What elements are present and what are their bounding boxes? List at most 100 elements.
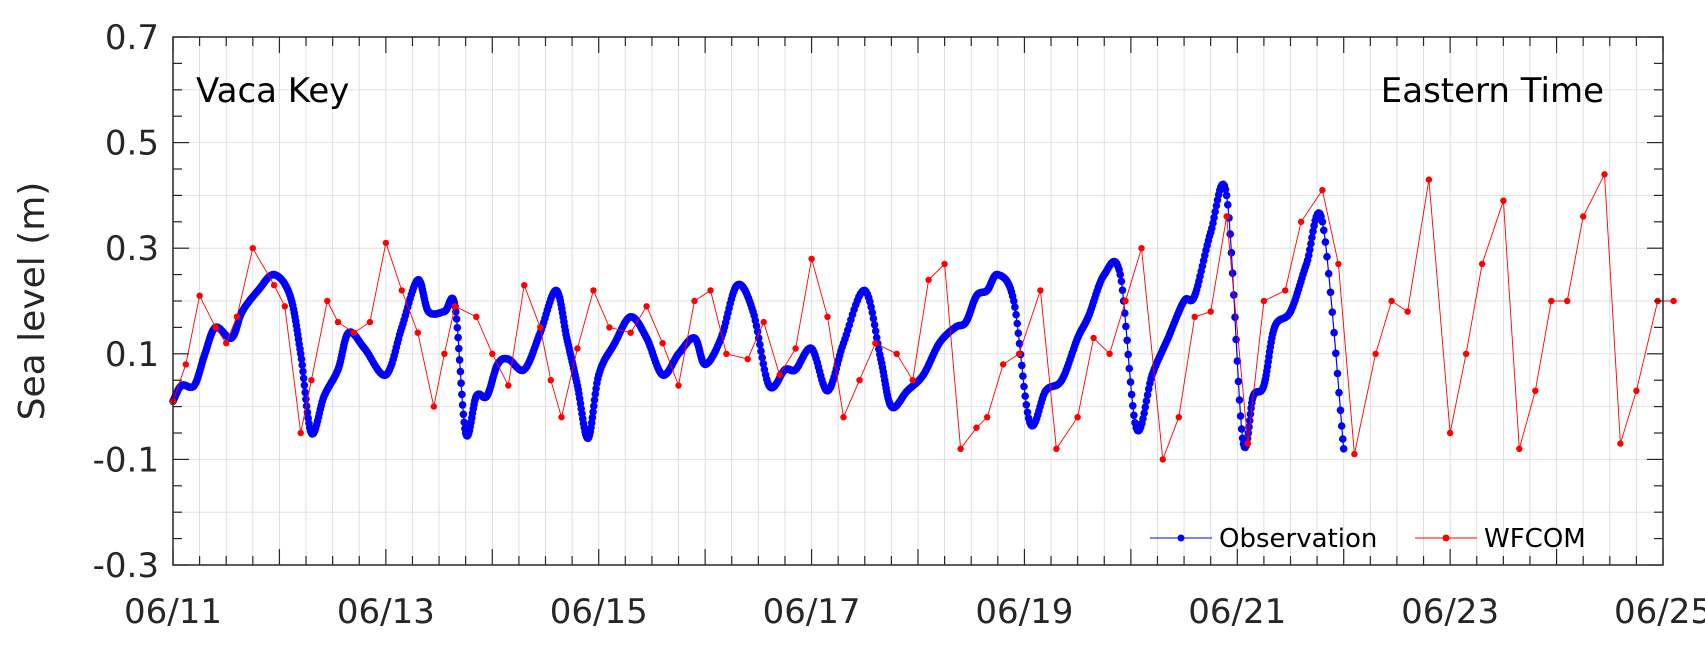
- x-tick-label: 06/11: [124, 592, 222, 632]
- wfcom-point: [1425, 176, 1433, 183]
- observation-point: [1013, 319, 1021, 328]
- wfcom-point: [808, 255, 815, 262]
- observation-point: [1320, 226, 1328, 235]
- wfcom-point: [1601, 171, 1608, 178]
- wfcom-point: [1516, 445, 1523, 452]
- wfcom-point: [1319, 186, 1326, 194]
- wfcom-point: [324, 297, 331, 305]
- observation-point: [870, 321, 879, 329]
- observation-point: [453, 323, 462, 332]
- observation-point: [1339, 445, 1348, 453]
- observation-point: [1012, 310, 1020, 319]
- wfcom-point: [1335, 260, 1342, 268]
- wfcom-point: [909, 377, 916, 384]
- wfcom-point: [334, 318, 342, 326]
- timezone-annotation: Eastern Time: [1381, 71, 1604, 111]
- observation-point: [454, 333, 462, 342]
- observation-point: [1018, 361, 1026, 370]
- observation-point: [1323, 252, 1331, 261]
- observation-point: [1129, 402, 1137, 410]
- wfcom-point: [1532, 387, 1539, 394]
- wfcom-point: [606, 324, 613, 331]
- observation-point: [869, 314, 878, 323]
- wfcom-point: [505, 382, 512, 389]
- wfcom-point: [1260, 297, 1268, 305]
- wfcom-point: [1106, 350, 1113, 357]
- y-tick-label: 0.7: [105, 18, 159, 58]
- observation-point: [1237, 425, 1246, 433]
- wfcom-point: [398, 287, 405, 294]
- wfcom-point: [1462, 350, 1470, 357]
- observation-point: [302, 395, 310, 404]
- observation-point: [1335, 388, 1343, 397]
- wfcom-point: [1037, 287, 1044, 294]
- observation-point: [1123, 336, 1131, 345]
- observation-point: [1014, 329, 1023, 338]
- x-tick-label: 06/21: [1188, 592, 1286, 632]
- observation-point: [459, 410, 468, 419]
- wfcom-point: [182, 361, 189, 368]
- wfcom-point: [1122, 297, 1129, 305]
- wfcom-point: [350, 329, 358, 336]
- observation-point: [591, 390, 600, 398]
- observation-point: [1336, 406, 1345, 415]
- observation-point: [458, 401, 467, 409]
- observation-point: [458, 390, 466, 399]
- wfcom-point: [1351, 450, 1358, 458]
- wfcom-point: [744, 355, 751, 363]
- observation-point: [1124, 350, 1132, 359]
- wfcom-point: [590, 287, 597, 294]
- wfcom-point: [281, 303, 288, 310]
- series-observation: [169, 180, 1348, 453]
- wfcom-point: [925, 276, 932, 284]
- observation-point: [1221, 185, 1230, 194]
- wfcom-point: [1548, 297, 1555, 305]
- observation-point: [1337, 422, 1346, 430]
- x-tick-label: 06/25: [1614, 592, 1705, 632]
- y-tick-label: -0.3: [93, 546, 159, 586]
- observation-point: [1233, 357, 1242, 365]
- wfcom-point: [441, 350, 448, 357]
- wfcom-point: [270, 282, 278, 289]
- observation-point: [1222, 191, 1231, 200]
- wfcom-point: [984, 414, 991, 421]
- observation-point: [752, 322, 761, 330]
- wfcom-point: [1159, 456, 1167, 463]
- wfcom-point: [707, 287, 714, 294]
- observation-point: [1117, 277, 1126, 286]
- observation-point: [758, 353, 766, 362]
- wfcom-point: [1191, 313, 1198, 320]
- wfcom-point: [1244, 440, 1252, 447]
- observation-point: [1021, 392, 1029, 400]
- observation-point: [457, 379, 465, 388]
- observation-point: [1307, 239, 1315, 248]
- wfcom-point: [1282, 287, 1289, 294]
- wfcom-point: [382, 239, 390, 247]
- wfcom-point: [414, 329, 421, 336]
- observation-point: [1122, 322, 1130, 331]
- wfcom-point: [1074, 414, 1081, 421]
- observation-point: [297, 355, 306, 363]
- observation-point: [1333, 369, 1342, 378]
- wfcom-point: [659, 340, 666, 347]
- wfcom-point: [1564, 297, 1571, 305]
- x-tick-label: 06/23: [1401, 592, 1499, 632]
- legend: Observation WFCOM: [1150, 524, 1586, 554]
- observation-point: [1023, 408, 1032, 417]
- observation-point: [1308, 233, 1316, 242]
- observation-point: [590, 396, 599, 404]
- observation-point: [455, 344, 463, 353]
- wfcom-point: [856, 377, 863, 384]
- series-layer: [169, 171, 1677, 463]
- observation-point: [1142, 397, 1151, 405]
- x-tick-label: 06/17: [763, 592, 861, 632]
- wfcom-point: [249, 245, 256, 252]
- legend-observation-marker: [1177, 534, 1185, 542]
- legend-wfcom-marker: [1442, 534, 1450, 542]
- observation-point: [1318, 218, 1327, 226]
- observation-point: [589, 408, 597, 416]
- wfcom-point: [840, 414, 847, 421]
- observation-point: [1234, 377, 1243, 386]
- wfcom-point: [430, 403, 437, 410]
- y-tick-label: -0.1: [93, 440, 159, 480]
